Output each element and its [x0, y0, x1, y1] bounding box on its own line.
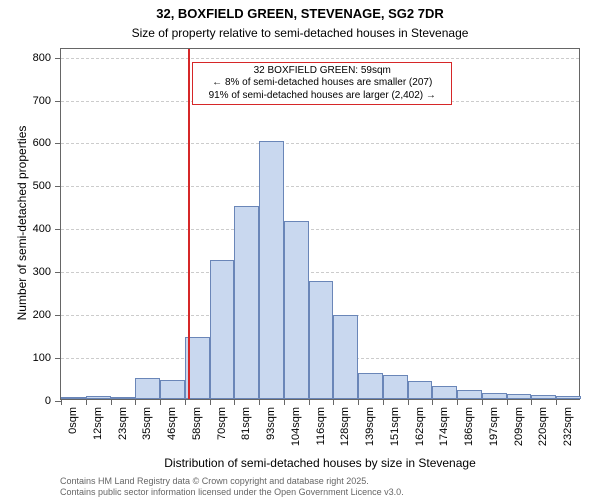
histogram-bar [234, 206, 259, 399]
xtick-mark [358, 399, 359, 405]
chart-title: 32, BOXFIELD GREEN, STEVENAGE, SG2 7DR [0, 6, 600, 21]
xtick-mark [86, 399, 87, 405]
histogram-bar [358, 373, 383, 399]
xtick-mark [507, 399, 508, 405]
annotation-line: ← 8% of semi-detached houses are smaller… [197, 77, 447, 90]
histogram-bar [160, 380, 185, 399]
xtick-label: 93sqm [265, 407, 277, 440]
xtick-mark [284, 399, 285, 405]
xtick-label: 162sqm [414, 407, 426, 446]
ytick-label: 500 [33, 180, 61, 192]
xtick-label: 35sqm [141, 407, 153, 440]
xtick-mark [432, 399, 433, 405]
xtick-mark [383, 399, 384, 405]
xtick-label: 116sqm [315, 407, 327, 445]
histogram-bar [432, 386, 457, 399]
chart-subtitle: Size of property relative to semi-detach… [0, 26, 600, 40]
xtick-mark [135, 399, 136, 405]
chart-container: 32, BOXFIELD GREEN, STEVENAGE, SG2 7DR S… [0, 0, 600, 500]
xtick-label: 151sqm [389, 407, 401, 446]
histogram-bar [408, 381, 433, 399]
xtick-label: 46sqm [166, 407, 178, 440]
xtick-mark [309, 399, 310, 405]
xtick-mark [482, 399, 483, 405]
xtick-mark [210, 399, 211, 405]
xtick-mark [457, 399, 458, 405]
ytick-label: 600 [33, 137, 61, 149]
xtick-mark [531, 399, 532, 405]
histogram-bar [309, 281, 334, 399]
histogram-bar [457, 390, 482, 399]
xtick-mark [333, 399, 334, 405]
marker-line [188, 49, 190, 399]
gridline [61, 186, 579, 187]
histogram-bar [135, 378, 160, 399]
xtick-label: 23sqm [117, 407, 129, 440]
xtick-label: 139sqm [364, 407, 376, 446]
histogram-bar [507, 394, 532, 399]
xtick-mark [259, 399, 260, 405]
ytick-label: 800 [33, 52, 61, 64]
ytick-label: 200 [33, 309, 61, 321]
histogram-bar [86, 396, 111, 399]
histogram-bar [383, 375, 408, 399]
xtick-mark [556, 399, 557, 405]
ytick-label: 700 [33, 95, 61, 107]
histogram-bar [556, 396, 581, 399]
attribution-line: Contains public sector information licen… [60, 487, 404, 498]
annotation-line: 32 BOXFIELD GREEN: 59sqm [197, 65, 447, 78]
ytick-label: 400 [33, 223, 61, 235]
histogram-bar [61, 397, 86, 399]
histogram-bar [333, 315, 358, 399]
xtick-mark [111, 399, 112, 405]
histogram-bar [210, 260, 235, 400]
xtick-label: 12sqm [92, 407, 104, 440]
histogram-bar [531, 395, 556, 399]
xtick-label: 232sqm [562, 407, 574, 446]
xtick-mark [408, 399, 409, 405]
annotation-box: 32 BOXFIELD GREEN: 59sqm← 8% of semi-det… [192, 62, 452, 106]
attribution-text: Contains HM Land Registry data © Crown c… [60, 476, 404, 499]
xtick-label: 197sqm [488, 407, 500, 446]
attribution-line: Contains HM Land Registry data © Crown c… [60, 476, 404, 487]
xtick-mark [234, 399, 235, 405]
gridline [61, 229, 579, 230]
xtick-label: 128sqm [339, 407, 351, 446]
xtick-mark [61, 399, 62, 405]
xtick-label: 174sqm [438, 407, 450, 446]
ytick-label: 0 [45, 395, 61, 407]
x-axis-label: Distribution of semi-detached houses by … [60, 456, 580, 470]
xtick-label: 0sqm [67, 407, 79, 434]
gridline [61, 272, 579, 273]
histogram-bar [259, 141, 284, 399]
xtick-label: 70sqm [216, 407, 228, 440]
xtick-label: 81sqm [240, 407, 252, 440]
xtick-label: 209sqm [513, 407, 525, 446]
xtick-mark [160, 399, 161, 405]
xtick-mark [185, 399, 186, 405]
histogram-bar [284, 221, 309, 399]
ytick-label: 300 [33, 266, 61, 278]
xtick-label: 58sqm [191, 407, 203, 440]
xtick-label: 186sqm [463, 407, 475, 446]
ytick-label: 100 [33, 352, 61, 364]
gridline [61, 143, 579, 144]
histogram-bar [111, 397, 136, 399]
xtick-label: 220sqm [537, 407, 549, 446]
y-axis-label: Number of semi-detached properties [15, 103, 29, 343]
histogram-bar [482, 393, 507, 399]
plot-area: 01002003004005006007008000sqm12sqm23sqm3… [60, 48, 580, 400]
gridline [61, 58, 579, 59]
annotation-line: 91% of semi-detached houses are larger (… [197, 90, 447, 103]
xtick-label: 104sqm [290, 407, 302, 446]
